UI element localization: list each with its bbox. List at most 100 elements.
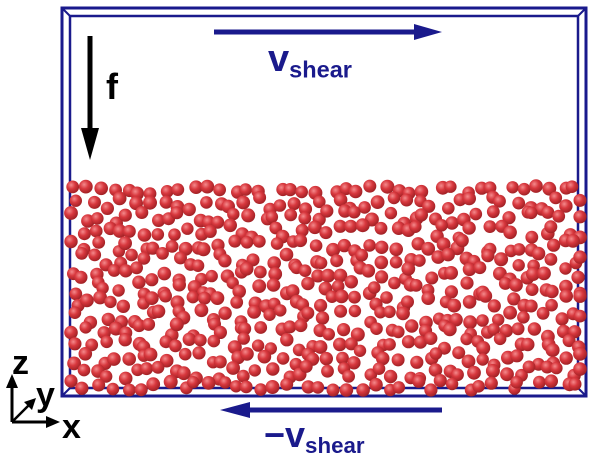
top-velocity-subscript: shear <box>289 56 352 83</box>
particle <box>239 183 252 196</box>
particle <box>441 247 455 262</box>
particle <box>326 242 341 257</box>
particle <box>279 247 294 262</box>
particle <box>319 226 333 240</box>
particle <box>146 241 160 255</box>
particle <box>422 199 436 213</box>
box-edge <box>61 387 71 397</box>
particle <box>92 378 106 392</box>
particle <box>369 377 383 392</box>
particle <box>544 374 558 388</box>
particle <box>522 360 536 374</box>
particle <box>517 311 530 324</box>
particle <box>401 295 414 309</box>
particle <box>119 264 133 278</box>
particle <box>568 377 582 391</box>
box-edge <box>61 7 71 17</box>
particle <box>230 295 244 309</box>
particle <box>370 322 383 336</box>
particle <box>392 325 405 339</box>
particle <box>315 311 330 325</box>
particle <box>424 383 438 397</box>
particle <box>493 194 506 208</box>
particle <box>444 266 458 280</box>
particle <box>387 191 401 205</box>
particle <box>321 364 334 378</box>
particle <box>69 287 83 301</box>
particle <box>159 289 172 303</box>
particle <box>330 254 344 268</box>
particle <box>78 347 93 361</box>
particle <box>163 374 178 389</box>
particle <box>232 284 246 299</box>
particle <box>219 376 232 389</box>
particle <box>492 313 505 326</box>
particle <box>137 252 151 265</box>
particle <box>101 312 116 327</box>
particle <box>445 216 459 230</box>
particle <box>549 191 563 205</box>
particle <box>573 210 587 224</box>
particle <box>400 193 414 207</box>
particle <box>462 295 477 309</box>
particle <box>380 179 395 194</box>
particle <box>481 249 495 263</box>
axis-y-line <box>11 403 31 423</box>
particle <box>118 371 133 386</box>
particle <box>181 222 194 235</box>
particle <box>314 298 328 313</box>
particle <box>337 238 351 253</box>
particle <box>334 289 349 304</box>
particle <box>118 333 132 347</box>
particle <box>444 180 457 193</box>
particle <box>88 248 102 262</box>
particle <box>88 195 101 209</box>
particle <box>151 304 166 319</box>
particle <box>160 185 174 198</box>
particle <box>374 306 387 319</box>
particle <box>544 253 558 266</box>
particle <box>565 180 579 193</box>
axis-y-head <box>24 398 36 410</box>
particle <box>487 299 501 313</box>
particle <box>473 261 487 275</box>
particle <box>545 343 560 358</box>
particle <box>414 184 429 199</box>
particle <box>187 376 200 389</box>
particle <box>436 237 451 252</box>
particle <box>367 281 381 294</box>
particle <box>99 370 113 383</box>
particle <box>442 322 457 337</box>
particle <box>213 183 227 197</box>
particle <box>289 357 303 371</box>
particle <box>503 305 517 320</box>
particle <box>252 235 266 248</box>
particle <box>542 181 557 196</box>
particle <box>137 228 152 242</box>
particle <box>511 322 525 336</box>
particle <box>94 181 108 196</box>
particle <box>182 202 196 217</box>
particle <box>151 360 165 374</box>
particle <box>545 298 558 312</box>
particle <box>512 259 525 272</box>
particle <box>253 191 267 204</box>
particle <box>339 383 354 397</box>
particle <box>573 309 587 323</box>
particle <box>348 304 362 318</box>
particle <box>122 352 136 366</box>
particle <box>68 337 82 351</box>
particle <box>429 347 443 360</box>
particle <box>239 380 253 394</box>
particle <box>322 328 336 341</box>
particle <box>104 295 117 309</box>
particle <box>74 270 88 284</box>
particle <box>500 367 514 382</box>
particle <box>562 334 576 348</box>
particle <box>77 363 91 377</box>
particle <box>298 264 312 278</box>
particle <box>265 210 279 224</box>
particle <box>64 325 78 340</box>
particle <box>498 277 512 290</box>
